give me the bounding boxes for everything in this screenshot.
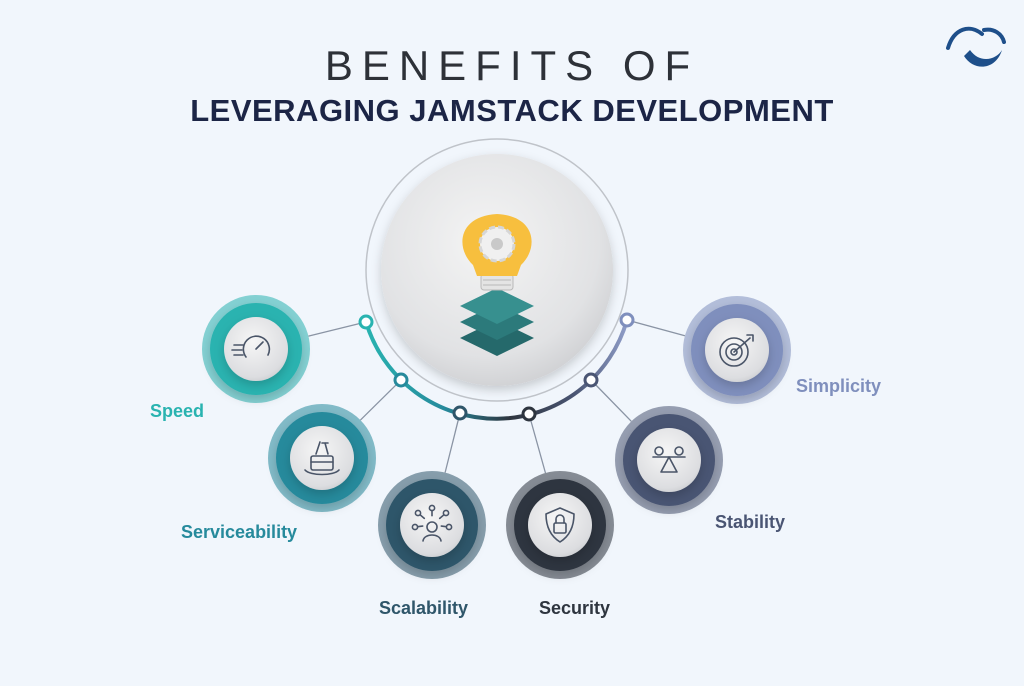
benefits-arc (364, 319, 629, 421)
benefit-node-speed (202, 295, 310, 403)
connector-scalability (444, 419, 459, 473)
benefit-inner (290, 426, 354, 490)
arc-node-scalability (452, 405, 468, 421)
benefit-inner (400, 493, 464, 557)
lightbulb-gear-layers-icon (460, 214, 534, 356)
speedometer-icon (231, 335, 271, 358)
connector-security (530, 420, 547, 474)
label-stability: Stability (715, 512, 786, 532)
label-speed: Speed (150, 401, 205, 421)
label-scalability: Scalability (379, 598, 469, 618)
connector-stability (595, 384, 632, 422)
label-security: Security (539, 598, 611, 618)
benefit-inner (637, 428, 701, 492)
benefit-node-serviceability (268, 404, 376, 512)
shield-lock-icon (545, 507, 575, 543)
benefit-node-stability (615, 406, 723, 514)
benefit-node-security (506, 471, 614, 579)
label-simplicity: Simplicity (796, 376, 882, 396)
arc-node-serviceability (393, 372, 409, 388)
arc-node-security (521, 406, 537, 422)
connector-serviceability (359, 384, 397, 421)
benefit-inner (528, 493, 592, 557)
tools-box-icon (304, 441, 340, 476)
label-serviceability: Serviceability (181, 522, 298, 542)
title-line-2: LEVERAGING JAMSTACK DEVELOPMENT (190, 93, 834, 128)
arc-node-speed (358, 314, 374, 330)
benefit-node-scalability (378, 471, 486, 579)
hub-outer-ring (365, 138, 629, 402)
arc-node-simplicity (619, 312, 635, 328)
title-line-1: BENEFITS OF (324, 42, 700, 89)
network-user-icon (411, 504, 453, 542)
balance-scale-icon (652, 446, 686, 473)
target-icon (719, 334, 754, 367)
arc-node-stability (583, 372, 599, 388)
connector-simplicity (633, 321, 686, 337)
benefit-node-simplicity (683, 296, 791, 404)
connector-speed (308, 323, 360, 337)
brand-logo-icon (946, 26, 1006, 67)
